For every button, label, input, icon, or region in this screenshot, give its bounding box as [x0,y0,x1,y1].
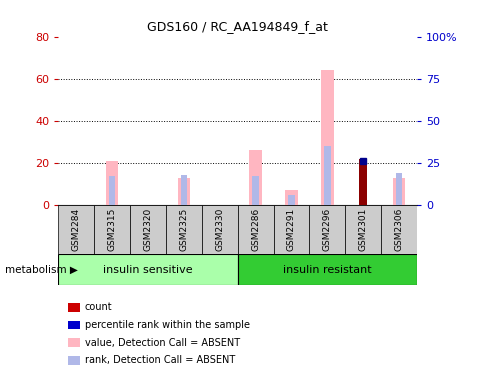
Bar [180,175,187,205]
Text: GSM2320: GSM2320 [143,208,152,251]
Text: insulin resistant: insulin resistant [283,265,371,275]
FancyBboxPatch shape [380,205,416,254]
Bar [108,176,115,205]
FancyBboxPatch shape [130,205,166,254]
FancyBboxPatch shape [309,205,345,254]
Text: GSM2291: GSM2291 [287,208,295,251]
FancyBboxPatch shape [94,205,130,254]
Bar [392,178,405,205]
Text: value, Detection Call = ABSENT: value, Detection Call = ABSENT [85,337,240,348]
Bar [323,149,330,205]
Bar [252,176,258,205]
Text: GSM2301: GSM2301 [358,208,367,251]
FancyBboxPatch shape [237,254,416,285]
Title: GDS160 / RC_AA194849_f_at: GDS160 / RC_AA194849_f_at [147,20,327,33]
Text: metabolism ▶: metabolism ▶ [5,265,77,275]
Bar [106,161,118,205]
Bar [287,195,294,205]
Bar [177,178,190,205]
Text: GSM2315: GSM2315 [107,208,116,251]
FancyBboxPatch shape [58,205,94,254]
Bar [320,70,333,205]
Text: GSM2286: GSM2286 [251,208,259,251]
FancyBboxPatch shape [166,205,201,254]
FancyBboxPatch shape [237,205,273,254]
Text: GSM2325: GSM2325 [179,208,188,251]
Text: GSM2296: GSM2296 [322,208,331,251]
Bar [395,173,402,205]
Bar [323,146,330,205]
Text: insulin sensitive: insulin sensitive [103,265,192,275]
FancyBboxPatch shape [201,205,237,254]
Text: rank, Detection Call = ABSENT: rank, Detection Call = ABSENT [85,355,235,365]
FancyBboxPatch shape [345,205,380,254]
Text: percentile rank within the sample: percentile rank within the sample [85,320,249,330]
Text: GSM2306: GSM2306 [394,208,403,251]
Text: count: count [85,302,112,313]
Bar [249,150,261,205]
FancyBboxPatch shape [273,205,309,254]
Text: GSM2284: GSM2284 [72,208,80,251]
FancyBboxPatch shape [58,254,237,285]
Text: GSM2330: GSM2330 [215,208,224,251]
Bar [285,190,297,205]
Bar [359,159,366,205]
